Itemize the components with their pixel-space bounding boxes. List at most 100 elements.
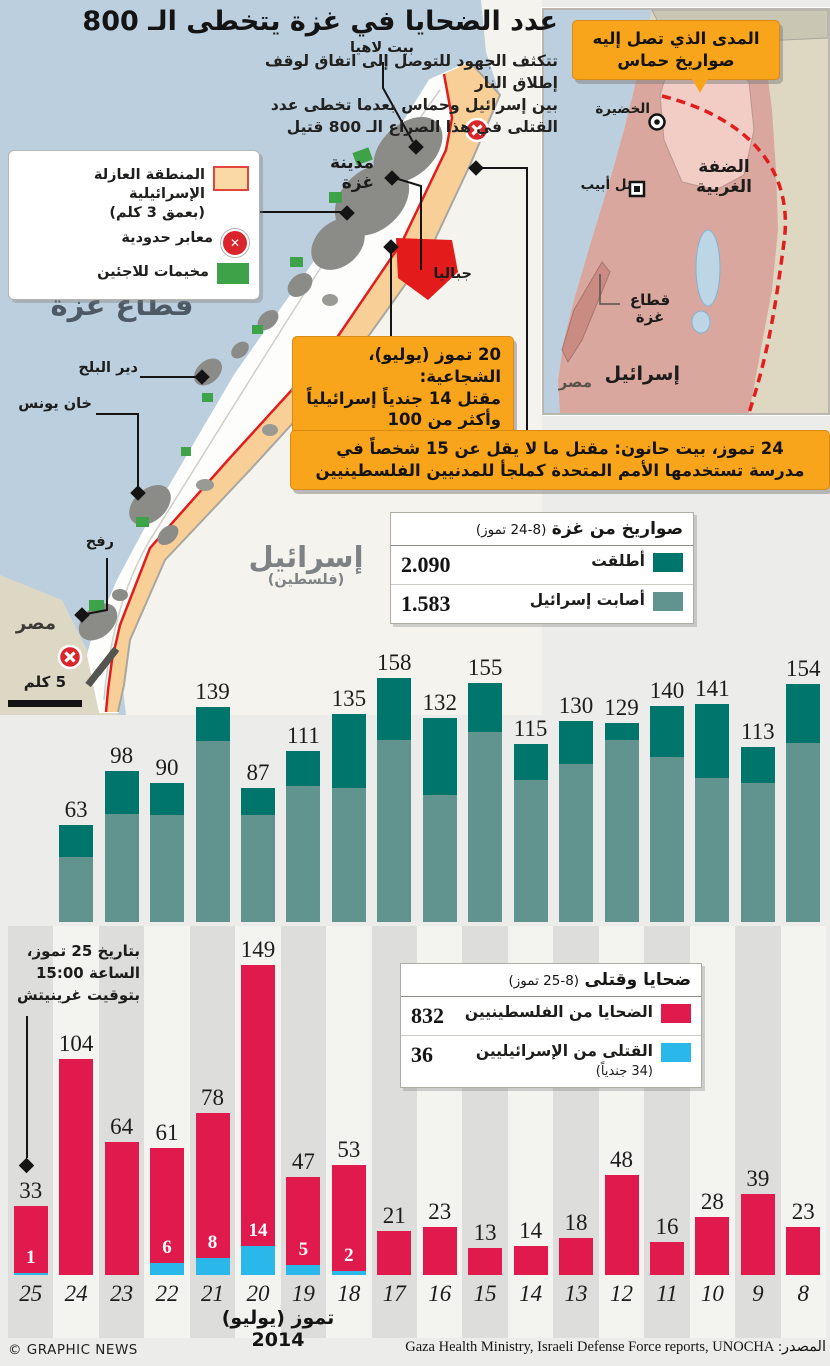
casualties-table-title: ضحايا وقتلى (8-25 تموز) [401, 964, 701, 997]
tel-aviv-marker [628, 180, 646, 198]
rockets-hit-bar [695, 778, 730, 922]
label-jabalia: جباليا [433, 266, 472, 282]
rockets-hit-bar [240, 815, 275, 922]
border-crossing-icon [57, 644, 83, 670]
hit-swatch [653, 592, 683, 611]
label-deir-al-balah: دير البلح [78, 360, 138, 376]
label-israel-sub: (فلسطين) [267, 572, 345, 589]
casualties-value-label: 14 [519, 1217, 543, 1243]
casualties-value-label: 28 [700, 1188, 724, 1214]
page-title: عدد الضحايا في غزة يتخطى الـ 800 [82, 6, 558, 37]
column-stripe [144, 926, 190, 1338]
x-axis-day-label: 18 [337, 1281, 361, 1306]
buffer-red-line [104, 73, 454, 713]
shujaiyya-callout-line [390, 252, 392, 336]
rockets-fired-bar [240, 787, 275, 816]
hadera-marker [648, 113, 666, 131]
israeli-deaths-segment [195, 1258, 230, 1275]
rockets-table: صواريخ من غزة (8-24 تموز) أطلقت 2.090 أص… [390, 512, 694, 624]
x-axis-day-label: 20 [246, 1281, 270, 1306]
rockets-value-label: 129 [604, 694, 639, 720]
border-crossing-icon [464, 117, 490, 143]
label-beit-lahia: بيت لاهيا [350, 40, 414, 56]
casualties-value-label: 13 [473, 1219, 497, 1245]
rockets-value-label: 154 [786, 656, 821, 682]
rockets-fired-bar [559, 721, 594, 765]
x-axis-day-label: 22 [155, 1281, 179, 1306]
shujaiyya-zone-shape [396, 238, 458, 300]
x-axis-day-label: 17 [382, 1281, 406, 1306]
israeli-deaths-label: 5 [298, 1238, 309, 1260]
palestinian-casualties-bar [104, 1141, 139, 1275]
rockets-hit-bar [468, 732, 503, 922]
row-label-sub: (34 جندياً) [595, 1064, 653, 1080]
x-axis-day-label: 9 [752, 1281, 764, 1306]
rockets-fired-bar [331, 713, 366, 788]
casualties-value-label: 104 [58, 1030, 94, 1056]
casualties-value-label: 149 [240, 937, 276, 962]
israeli-deaths-segment [240, 1245, 275, 1275]
label-egypt-small: مصر [558, 373, 592, 391]
palestinian-casualties-bar [59, 1058, 94, 1275]
refugee-camp-swatch [217, 262, 249, 284]
palestinian-casualties-bar [649, 1241, 684, 1275]
x-axis-day-label: 25 [19, 1281, 43, 1306]
rockets-fired-bar [422, 718, 457, 796]
rockets-fired-bar [604, 722, 639, 740]
x-axis-day-label: 23 [110, 1281, 134, 1306]
casualties-value-label: 78 [201, 1084, 224, 1110]
palestinian-casualties-bar [422, 1227, 457, 1275]
rockets-hit-bar [422, 795, 457, 922]
casualties-value-label: 33 [19, 1178, 43, 1204]
rockets-fired-bar [286, 750, 321, 787]
israeli-deaths-segment [286, 1264, 321, 1275]
label-map-scale: 5 كلم [23, 673, 66, 691]
rockets-hit-bar [786, 742, 821, 922]
rockets-hit-bar [104, 813, 139, 922]
casualties-value-label: 64 [110, 1113, 134, 1139]
gaza-pointer-line [599, 274, 620, 305]
x-axis-day-label: 19 [291, 1281, 315, 1306]
palestinian-casualties-bar [286, 1177, 321, 1265]
table-row: الضحايا من الفلسطينيين 832 [401, 997, 701, 1036]
beit-hanoun-callout: 24 تموز، بيت حانون: مقتل ما لا يقل عن 15… [290, 430, 830, 490]
x-axis-day-label: 15 [473, 1281, 497, 1306]
casualties-value-label: 21 [382, 1203, 406, 1229]
table-range-text: (8-24 تموز) [475, 522, 547, 538]
palestinian-swatch [661, 1004, 691, 1023]
x-axis-title: تموز (يوليو) 2014 [221, 1307, 335, 1351]
casualties-value-label: 47 [291, 1149, 315, 1175]
rockets-value-label: 98 [110, 742, 134, 768]
palestinian-casualties-bar [468, 1247, 503, 1275]
rockets-hit-bar [59, 857, 94, 922]
rockets-hit-bar [559, 764, 594, 922]
rockets-value-label: 87 [246, 759, 270, 785]
palestinian-casualties-bar [331, 1164, 366, 1271]
israeli-deaths-segment [150, 1262, 185, 1275]
casualties-table: ضحايا وقتلى (8-25 تموز) الضحايا من الفلس… [400, 963, 702, 1088]
rockets-table-title: صواريخ من غزة (8-24 تموز) [391, 513, 693, 546]
x-axis-day-label: 16 [428, 1281, 452, 1306]
rockets-hit-bar [649, 756, 684, 922]
label-gaza-city: مدينة غزة [330, 153, 374, 193]
source-line: المصدر: Gaza Health Ministry, Israeli De… [405, 1339, 826, 1355]
row-label: أصابت إسرائيل [529, 591, 645, 609]
palestinian-casualties-bar [559, 1237, 594, 1275]
israeli-deaths-label: 1 [25, 1246, 36, 1268]
palestinian-casualties-bar [13, 1206, 48, 1273]
refugee-camps [89, 147, 373, 611]
rockets-hit-bar [331, 787, 366, 922]
rockets-fired-bar [740, 747, 775, 783]
label-israel: إسرائيل [248, 540, 364, 574]
rockets-hit-bar [150, 815, 185, 922]
rockets-value-label: 141 [695, 676, 730, 702]
casualties-value-label: 61 [155, 1120, 179, 1146]
beit-hanoun-callout-line [526, 167, 528, 430]
legend-label: معابر حدودية [121, 229, 213, 246]
column-stripe [780, 926, 826, 1338]
palestinian-casualties-bar [240, 965, 275, 1246]
legend-item-crossing: ✕ معابر حدودية [19, 227, 250, 258]
label-hadera: الخضيرة [595, 101, 650, 117]
israeli-deaths-segment [331, 1270, 366, 1275]
